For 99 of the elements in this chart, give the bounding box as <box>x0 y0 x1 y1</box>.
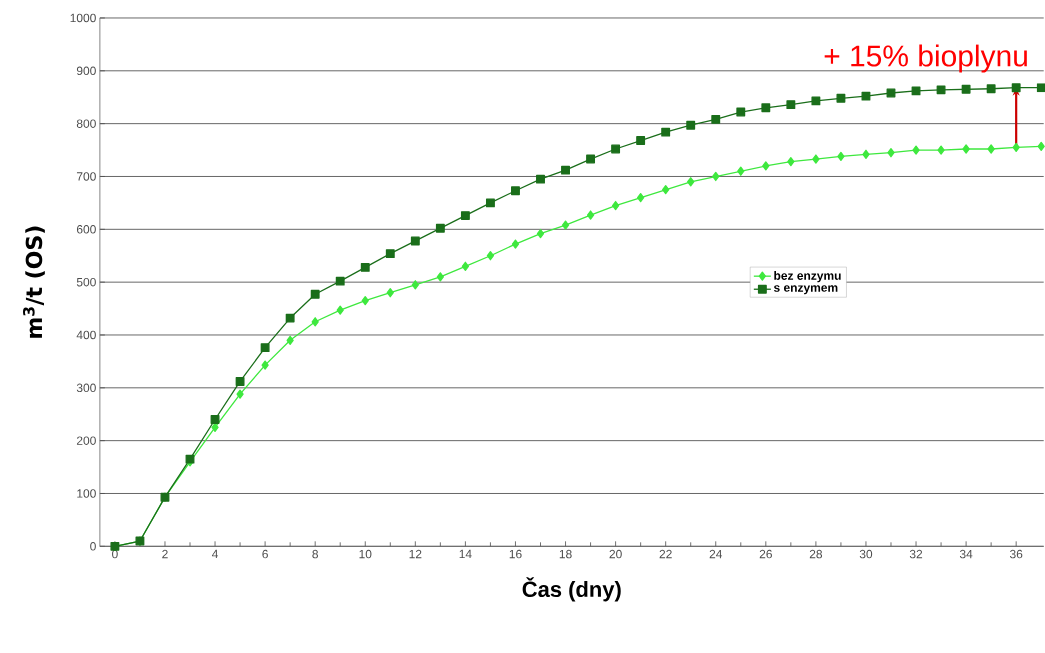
point <box>862 149 870 159</box>
x-tick-label: 26 <box>759 549 772 559</box>
point <box>937 145 945 155</box>
annotation: + 15% bioplynu <box>824 44 1027 73</box>
point <box>961 84 971 94</box>
point <box>912 145 920 155</box>
x-tick-label: 2 <box>162 549 168 559</box>
point <box>761 103 771 113</box>
y-tick-label: 100 <box>77 489 96 498</box>
x-tick-label: 34 <box>959 549 973 559</box>
point <box>811 96 821 106</box>
point <box>360 262 370 272</box>
y-tick-label: 1000 <box>70 13 96 23</box>
point <box>260 343 270 353</box>
point <box>261 360 269 370</box>
point <box>311 317 319 327</box>
point <box>410 236 420 246</box>
point <box>536 228 545 239</box>
x-tick-label: 14 <box>459 549 472 558</box>
point <box>887 147 895 158</box>
point <box>335 276 345 286</box>
x-tick-label: 36 <box>1009 549 1023 559</box>
point <box>536 174 545 184</box>
point <box>786 100 796 109</box>
point <box>486 250 495 261</box>
point <box>712 171 720 182</box>
point <box>485 198 495 208</box>
point <box>1012 142 1020 152</box>
point <box>386 287 394 298</box>
legend-label: s enzymem <box>773 285 838 295</box>
point <box>286 335 294 345</box>
point <box>936 85 946 95</box>
point <box>461 261 470 271</box>
y-tick-label: 0 <box>90 541 96 551</box>
x-tick-label: 10 <box>359 549 372 559</box>
x-tick-label: 18 <box>559 549 572 559</box>
y-tick-label: 600 <box>76 224 96 234</box>
point <box>236 389 244 399</box>
point <box>737 166 745 176</box>
point <box>561 165 570 175</box>
y-tick-label: 800 <box>76 119 96 128</box>
x-tick-label: 28 <box>809 549 823 559</box>
point <box>235 376 245 386</box>
point <box>787 156 795 167</box>
legend-label: bez enzymu <box>774 271 841 283</box>
point <box>1011 83 1021 93</box>
point <box>736 107 746 117</box>
point <box>611 200 620 211</box>
point <box>611 144 621 154</box>
point <box>637 192 645 203</box>
point <box>662 184 670 195</box>
point <box>636 136 646 145</box>
point <box>336 305 344 315</box>
x-tick-label: 20 <box>609 549 622 559</box>
point <box>962 144 970 154</box>
x-tick-label: 30 <box>859 549 873 559</box>
point <box>986 84 996 94</box>
x-tick-label: 32 <box>909 549 923 559</box>
x-tick-label: 16 <box>509 549 522 559</box>
point <box>561 220 570 230</box>
point <box>661 127 671 137</box>
x-tick-label: 22 <box>659 549 672 559</box>
point <box>310 289 320 299</box>
point <box>411 280 419 290</box>
y-tick-label: 500 <box>76 277 96 287</box>
x-tick-label: 24 <box>709 549 723 559</box>
point <box>586 154 596 164</box>
point <box>911 86 921 96</box>
point <box>385 249 395 258</box>
y-axis-title: m$^{3}$/t (OS) <box>23 226 45 338</box>
y-tick-label: 400 <box>76 330 96 340</box>
x-tick-label: 6 <box>262 549 268 559</box>
x-tick-label: 12 <box>409 549 422 559</box>
point <box>586 210 595 220</box>
point <box>511 239 520 249</box>
point <box>687 177 695 187</box>
point <box>861 91 871 101</box>
point <box>435 223 445 233</box>
x-tick-label: 8 <box>312 549 318 559</box>
point <box>711 114 721 124</box>
x-tick-label: 4 <box>211 549 219 558</box>
x-tick-label: 0 <box>112 549 118 559</box>
point <box>210 414 220 424</box>
y-tick-label: 700 <box>76 172 96 181</box>
point <box>686 120 696 130</box>
x-axis-title: Čas (dny) <box>522 577 621 602</box>
y-tick-label: 300 <box>76 383 96 392</box>
point <box>762 161 770 171</box>
y-tick-label: 200 <box>76 436 96 445</box>
point <box>511 186 520 196</box>
point <box>285 313 295 323</box>
point <box>436 272 444 282</box>
point <box>460 211 470 220</box>
point <box>837 151 845 161</box>
y-tick-label: 900 <box>76 66 96 75</box>
point <box>812 154 820 164</box>
point <box>361 295 369 306</box>
point <box>987 144 995 154</box>
point <box>836 93 846 103</box>
